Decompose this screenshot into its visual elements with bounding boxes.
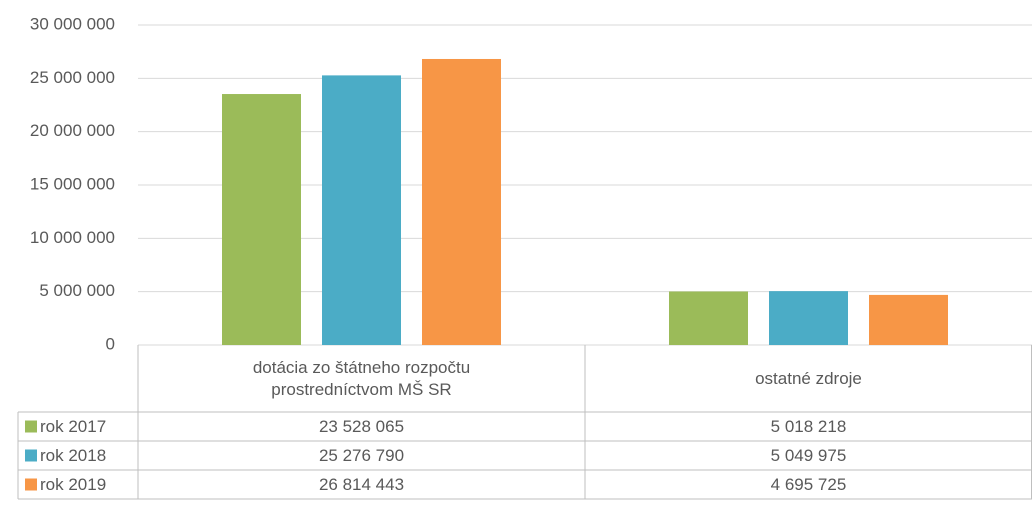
bar	[222, 94, 301, 346]
y-tick-label: 30 000 000	[30, 14, 115, 33]
bar	[322, 75, 401, 345]
category-cell: ostatné zdroje	[585, 345, 1032, 412]
bar	[869, 294, 948, 345]
y-tick-label: 25 000 000	[30, 68, 115, 87]
value-label: 4 695 725	[771, 475, 847, 494]
bar	[422, 58, 501, 345]
legend-label: rok 2017	[40, 417, 106, 436]
x-tick-label: dotácia zo štátneho rozpočtu prostredníc…	[138, 345, 585, 412]
legend-label: rok 2019	[40, 475, 106, 494]
bar	[769, 291, 848, 345]
legend-key	[25, 478, 37, 491]
y-tick-label: 15 000 000	[30, 174, 115, 193]
value-label: 25 276 790	[319, 446, 404, 465]
category-cell: dotácia zo štátneho rozpočtu prostredníc…	[138, 345, 585, 412]
y-tick-label: 0	[106, 334, 115, 353]
y-tick-label: 20 000 000	[30, 121, 115, 140]
category-text: dotácia zo štátneho rozpočtu prostredníc…	[252, 357, 471, 399]
value-label: 5 049 975	[771, 446, 847, 465]
legend-label: rok 2018	[40, 446, 106, 465]
legend-key	[25, 420, 37, 433]
value-label: 5 018 218	[771, 417, 847, 436]
y-tick-label: 5 000 000	[39, 281, 115, 300]
value-label: 23 528 065	[319, 417, 404, 436]
y-tick-label: 10 000 000	[30, 228, 115, 247]
x-tick-label: ostatné zdroje	[585, 345, 1032, 412]
legend-key	[25, 449, 37, 462]
value-label: 26 814 443	[319, 475, 404, 494]
category-text: ostatné zdroje	[755, 368, 862, 388]
bar	[669, 291, 748, 345]
